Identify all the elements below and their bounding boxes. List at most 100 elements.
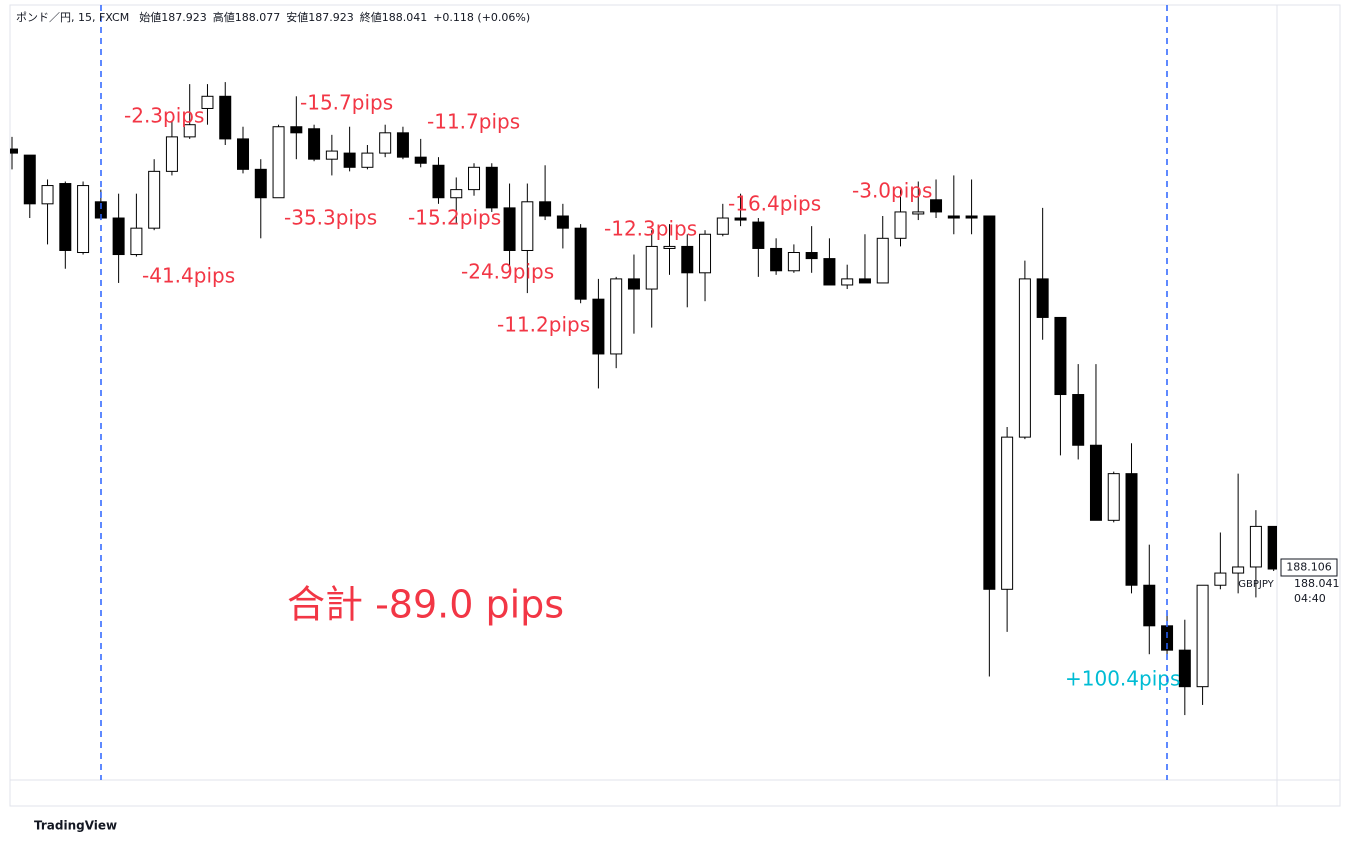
candle-body	[450, 189, 463, 199]
candle-body	[308, 128, 321, 160]
candle	[201, 84, 214, 125]
candle-body	[645, 245, 658, 290]
trade-label: -15.7pips	[300, 91, 393, 115]
candle	[823, 238, 836, 286]
candle	[379, 124, 392, 158]
candle	[148, 159, 161, 231]
candle	[450, 177, 463, 225]
price-label: 188.041	[1294, 577, 1340, 590]
candle	[23, 154, 36, 219]
candle	[219, 82, 232, 145]
candle	[1036, 207, 1049, 340]
candle-body	[1036, 278, 1049, 318]
candle	[592, 278, 605, 389]
candle-body	[59, 183, 72, 251]
candle	[805, 226, 818, 273]
candle-body	[930, 199, 943, 213]
candle	[1249, 510, 1262, 598]
candle-body	[858, 278, 871, 284]
candle-body	[947, 215, 960, 219]
candle-body	[290, 126, 303, 134]
candle	[325, 134, 338, 176]
countdown: 04:40	[1294, 592, 1326, 605]
candle-body	[574, 227, 587, 300]
candle	[983, 215, 996, 677]
candle-body	[681, 245, 694, 274]
candle-body	[787, 252, 800, 272]
candle-body	[1018, 278, 1031, 438]
candle	[787, 244, 800, 273]
candle	[1054, 316, 1067, 456]
candle-body	[10, 148, 18, 154]
candle-body	[1054, 316, 1067, 396]
candle	[716, 203, 729, 237]
candle	[610, 276, 623, 369]
candle-body	[325, 150, 338, 160]
candle-body	[663, 245, 676, 249]
candle-body	[503, 207, 516, 251]
candle	[485, 163, 498, 212]
candle-body	[734, 217, 747, 221]
candle	[1072, 364, 1085, 460]
candle	[468, 163, 481, 196]
trade-label: +100.4pips	[1065, 667, 1180, 691]
candle	[254, 159, 267, 239]
candle-body	[432, 164, 445, 199]
candle-body	[752, 221, 765, 249]
candle-body	[841, 278, 854, 286]
trade-label: -24.9pips	[461, 260, 554, 284]
candle-body	[539, 201, 552, 217]
candle	[1214, 532, 1227, 590]
trade-label: -2.3pips	[124, 104, 204, 128]
candle-body	[77, 185, 90, 254]
candle	[912, 181, 925, 221]
candle	[10, 136, 18, 170]
candle-body	[23, 154, 36, 205]
candle	[1267, 525, 1277, 572]
last-price: 188.106	[1286, 561, 1332, 574]
candle-body	[148, 170, 161, 229]
candle-body	[485, 166, 498, 209]
candle	[272, 124, 285, 199]
candle	[858, 234, 871, 284]
trade-label: -11.2pips	[497, 313, 590, 337]
candle-body	[627, 278, 640, 290]
candle-body	[521, 201, 534, 251]
candle	[556, 203, 569, 249]
candle	[59, 181, 72, 269]
candle-body	[965, 215, 978, 219]
candle-body	[894, 211, 907, 239]
candle-body	[1267, 525, 1277, 570]
candle	[699, 230, 712, 302]
candle	[165, 120, 178, 176]
candle-body	[876, 237, 889, 284]
candle	[503, 183, 516, 267]
candle-body	[165, 136, 178, 172]
header-symbol: ポンド／円, 15, FXCM 始値187.923 高値188.077 安値187.9…	[16, 10, 530, 24]
candle	[894, 189, 907, 247]
candle	[1089, 364, 1102, 521]
candle-body	[699, 233, 712, 274]
trade-label: -41.4pips	[142, 264, 235, 288]
candle-body	[468, 166, 481, 191]
candle	[645, 230, 658, 328]
candle	[237, 126, 250, 174]
candle-body	[610, 278, 623, 355]
candle-body	[130, 227, 143, 256]
candle-body	[1214, 572, 1227, 586]
candle	[947, 175, 960, 235]
candle-body	[1249, 525, 1262, 568]
candle	[432, 157, 445, 204]
candle-body	[379, 132, 392, 154]
trade-label: -16.4pips	[728, 192, 821, 216]
candle	[343, 126, 356, 172]
candle	[734, 193, 747, 227]
candle	[1125, 443, 1138, 594]
candle	[663, 224, 676, 275]
candle	[396, 126, 409, 160]
candle	[1018, 260, 1031, 440]
candle-body	[1143, 584, 1156, 627]
candle-body	[716, 217, 729, 235]
candle-body	[414, 156, 427, 164]
